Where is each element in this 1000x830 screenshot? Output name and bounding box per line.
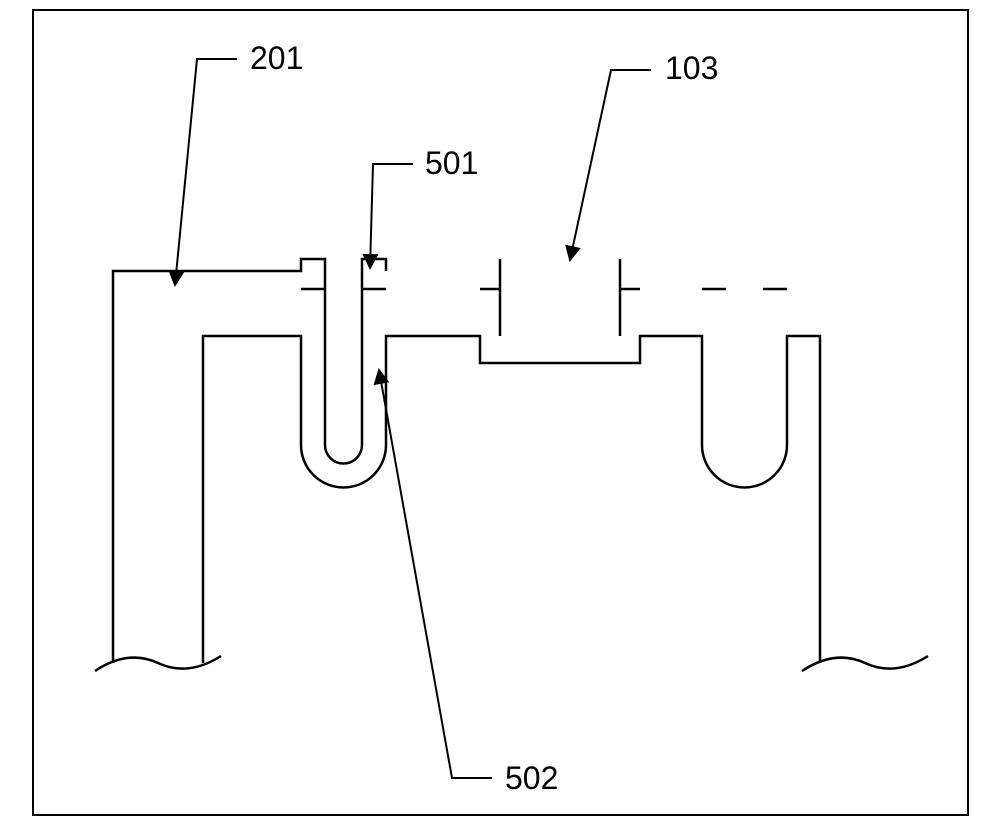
callout-lines [175,59,651,778]
label-103: 103 [665,50,718,87]
label-201: 201 [250,40,303,77]
mechanical-part-outline [33,10,968,815]
label-502: 502 [505,760,558,797]
label-501: 501 [425,145,478,182]
diagram-svg [0,0,1000,830]
